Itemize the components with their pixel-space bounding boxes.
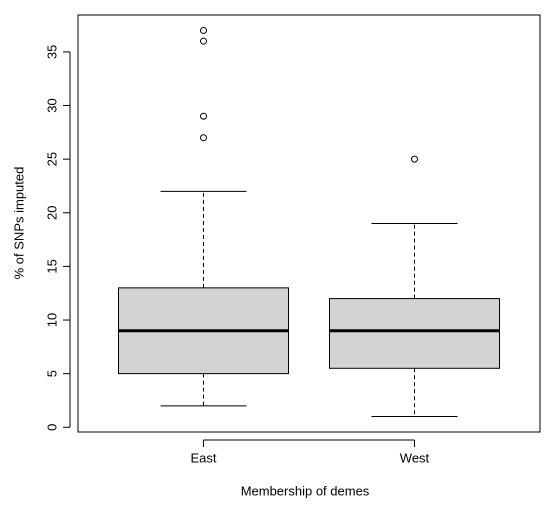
outlier [200,112,207,120]
y-tick-label: 35 [44,45,59,59]
y-tick-label: 20 [44,206,59,220]
y-tick-label: 5 [44,370,59,377]
outlier [200,37,207,45]
y-tick-label: 15 [44,259,59,273]
plot-frame [77,14,541,433]
outlier [200,26,207,34]
y-tick-label: 25 [44,152,59,166]
outlier [411,155,418,163]
y-axis-label: % of SNPs imputed [11,167,26,280]
y-tick-label: 0 [44,424,59,431]
x-axis-label: Membership of demes [241,483,370,498]
box [329,298,500,369]
outlier [200,134,207,142]
x-tick-label: West [400,450,430,465]
x-tick-label: East [190,450,216,465]
y-tick-label: 10 [44,313,59,327]
y-tick-label: 30 [44,98,59,112]
